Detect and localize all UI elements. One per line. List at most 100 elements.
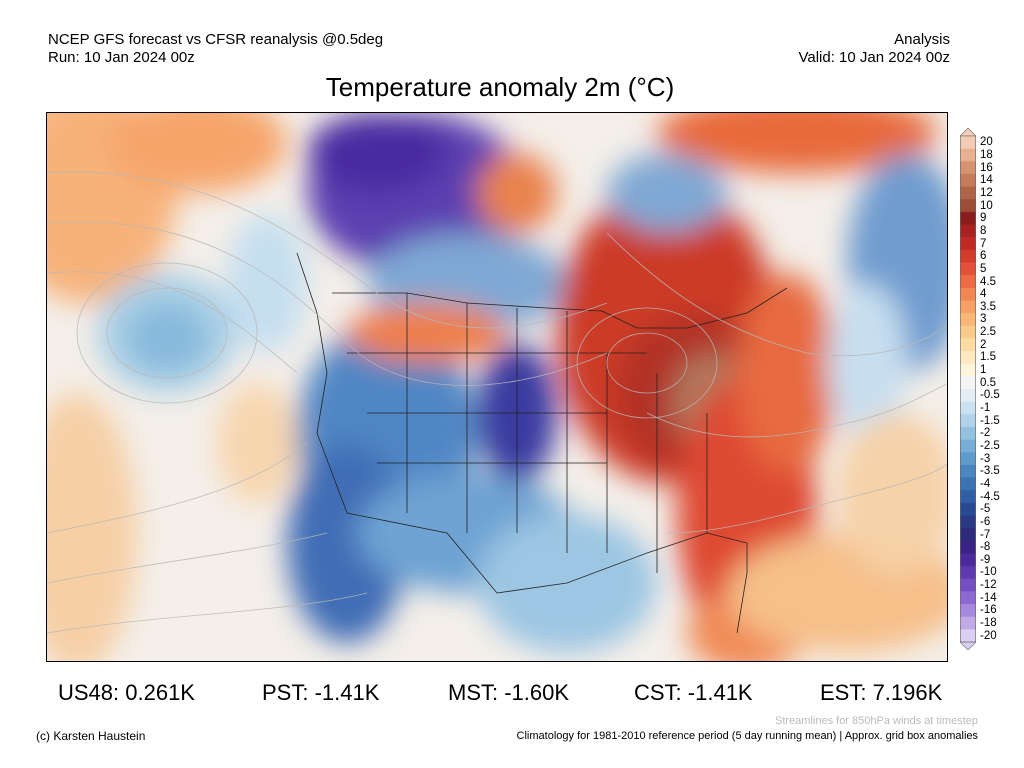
run-time: Run: 10 Jan 2024 00z [48,49,195,66]
map-title: Temperature anomaly 2m (°C) [325,72,675,102]
colorbar-swatch [960,161,976,175]
colorbar-swatch [960,313,976,327]
stat-mst: MST: -1.60K [448,680,570,705]
colorbar-label: 9 [980,212,987,225]
colorbar-label: 2.5 [980,326,996,339]
valid-time: Valid: 10 Jan 2024 00z [798,49,950,66]
colorbar-swatch [960,338,976,352]
colorbar-swatch [960,578,976,592]
analysis-label: Analysis [894,31,950,48]
colorbar-label: 4.5 [980,275,996,288]
colorbar-swatch [960,566,976,580]
colorbar-swatch [960,528,976,542]
colorbar-swatch [960,439,976,453]
credit: (c) Karsten Haustein [36,729,146,743]
model-description: NCEP GFS forecast vs CFSR reanalysis @0.… [48,31,384,48]
colorbar-label: -16 [980,604,997,617]
colorbar-swatch [960,300,976,314]
colorbar-label: -18 [980,617,997,629]
colorbar-label: -1 [980,402,991,414]
colorbar-label: -7 [980,528,991,541]
colorbar-swatch [960,249,976,263]
colorbar-swatch [960,148,976,162]
colorbar-swatch [960,363,976,377]
colorbar-swatch [960,389,976,403]
colorbar-swatch [960,629,976,643]
colorbar-label: -3 [980,452,991,465]
colorbar-bottom-arrow [960,641,976,650]
colorbar-swatch [960,262,976,276]
colorbar-swatch [960,515,976,529]
colorbar-label: 3.5 [980,300,996,313]
colorbar-label: -20 [980,629,997,642]
colorbar [960,128,976,650]
colorbar-label: -12 [980,579,997,592]
colorbar-swatch [960,186,976,200]
stat-cst: CST: -1.41K [634,680,753,705]
colorbar-swatch [960,477,976,491]
colorbar-label: 20 [980,136,993,149]
stat-pst: PST: -1.41K [262,680,380,705]
colorbar-label: -9 [980,553,991,566]
colorbar-label: -14 [980,591,997,604]
colorbar-label: 7 [980,237,987,250]
colorbar-swatch [960,616,976,630]
colorbar-label: 3 [980,313,987,326]
colorbar-swatch [960,426,976,441]
map-canvas [47,113,947,661]
colorbar-label: -1.5 [980,414,1000,427]
colorbar-swatch [960,604,976,618]
boundary-lines [296,252,788,634]
streamlines-note: Streamlines for 850hPa winds at timestep [775,715,978,727]
colorbar-swatch [960,173,976,188]
colorbar-swatch [960,591,976,605]
stat-est: EST: 7.196K [820,680,943,705]
colorbar-label: 2 [980,338,987,351]
colorbar-label: 0.5 [980,376,996,389]
colorbar-swatch [960,199,976,213]
colorbar-label: -2 [980,427,991,440]
colorbar-label: 10 [980,199,993,212]
temperature-anomaly-map [46,112,948,662]
colorbar-label: -4.5 [980,490,1000,503]
colorbar-swatch [960,211,976,226]
colorbar-label: 14 [980,174,993,187]
colorbar-swatch [960,224,976,238]
colorbar-label: 16 [980,161,993,174]
colorbar-label: -2.5 [980,439,1000,452]
colorbar-label: 1 [980,364,987,376]
colorbar-label: 4 [980,288,987,301]
colorbar-label: 12 [980,186,993,199]
colorbar-swatch [960,325,976,339]
colorbar-label: 18 [980,149,993,161]
colorbar-swatch [960,414,976,428]
colorbar-swatch [960,540,976,554]
gulf-coast [346,512,748,634]
colorbar-label: 5 [980,262,987,275]
colorbar-swatch [960,464,976,479]
colorbar-label: -8 [980,541,991,554]
colorbar-swatch [960,287,976,301]
colorbar-label: -3.5 [980,465,1000,478]
colorbar-swatch [960,275,976,289]
west-coast [296,252,348,514]
colorbar-swatch [960,502,976,516]
colorbar-label: 6 [980,250,987,263]
colorbar-label: -4 [980,477,991,490]
colorbar-swatch [960,452,976,466]
colorbar-label: -5 [980,503,991,516]
colorbar-label: 8 [980,224,987,237]
anomaly-field [47,113,947,661]
colorbar-swatch [960,136,976,150]
colorbar-swatch [960,401,976,415]
colorbar-label: -10 [980,566,997,579]
climatology-note: Climatology for 1981-2010 reference peri… [516,730,978,742]
colorbar-label: -0.5 [980,389,1000,402]
colorbar-top-arrow [960,128,976,137]
streamlines [47,171,947,634]
colorbar-label: 1.5 [980,351,996,364]
colorbar-label: -6 [980,515,991,528]
colorbar-swatch [960,376,976,390]
stat-us48: US48: 0.261K [58,680,195,705]
colorbar-swatch [960,490,976,504]
